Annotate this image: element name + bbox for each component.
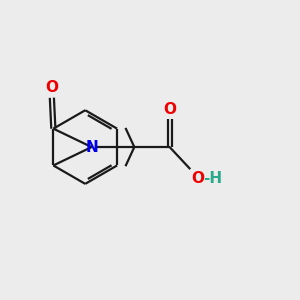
- Text: O: O: [163, 102, 176, 117]
- Text: -H: -H: [203, 171, 223, 186]
- Text: O: O: [192, 171, 205, 186]
- Text: N: N: [85, 140, 98, 154]
- Text: O: O: [45, 80, 58, 95]
